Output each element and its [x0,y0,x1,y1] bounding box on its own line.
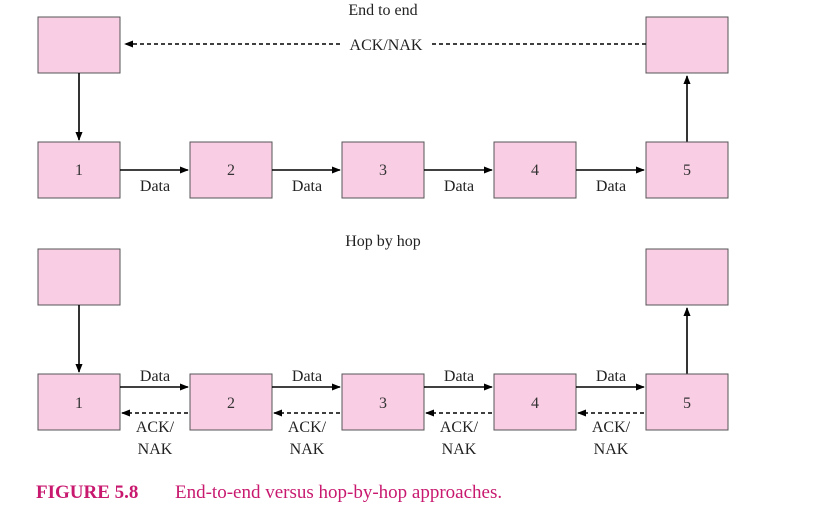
bottom-node-3 [341,373,425,431]
top-data-label-1: Data [140,178,170,195]
top-node-3 [341,141,425,199]
top-source-host [37,16,121,74]
bottom-node-2-label: 2 [227,395,235,412]
top-data-label-4: Data [596,178,626,195]
bottom-node-5-label: 5 [683,395,691,412]
top-ack-label: ACK/NAK [350,37,423,54]
bottom-ack-label-4-line1: ACK/ [592,419,631,436]
top-node-5 [645,141,729,199]
top-node-1 [37,141,121,199]
top-destination-host [645,16,729,74]
top-node-4-label: 4 [531,162,539,179]
top-data-label-2: Data [292,178,322,195]
top-node-2-label: 2 [227,162,235,179]
bottom-node-2 [189,373,273,431]
top-title: End to end [348,2,417,19]
bottom-node-1 [37,373,121,431]
bottom-source-host [37,248,121,306]
bottom-data-label-2: Data [292,368,322,385]
bottom-ack-label-3-line2: NAK [442,441,477,458]
bottom-title: Hop by hop [345,233,421,250]
bottom-node-1-label: 1 [75,395,83,412]
bottom-node-4 [493,373,577,431]
bottom-data-label-4: Data [596,368,626,385]
bottom-node-4-label: 4 [531,395,539,412]
bottom-data-label-1: Data [140,368,170,385]
bottom-node-5 [645,373,729,431]
bottom-ack-label-4-line2: NAK [594,441,629,458]
bottom-ack-label-3-line1: ACK/ [440,419,479,436]
bottom-data-label-3: Data [444,368,474,385]
bottom-ack-label-1-line1: ACK/ [136,419,175,436]
top-node-3-label: 3 [379,162,387,179]
bottom-ack-label-2-line1: ACK/ [288,419,327,436]
top-node-1-label: 1 [75,162,83,179]
bottom-destination-host [645,248,729,306]
top-node-2 [189,141,273,199]
figure-number: FIGURE 5.8 [36,482,139,503]
bottom-ack-label-1-line2: NAK [138,441,173,458]
top-data-label-3: Data [444,178,474,195]
figure-caption: End-to-end versus hop-by-hop approaches. [175,482,503,503]
bottom-node-3-label: 3 [379,395,387,412]
bottom-ack-label-2-line2: NAK [290,441,325,458]
top-node-5-label: 5 [683,162,691,179]
